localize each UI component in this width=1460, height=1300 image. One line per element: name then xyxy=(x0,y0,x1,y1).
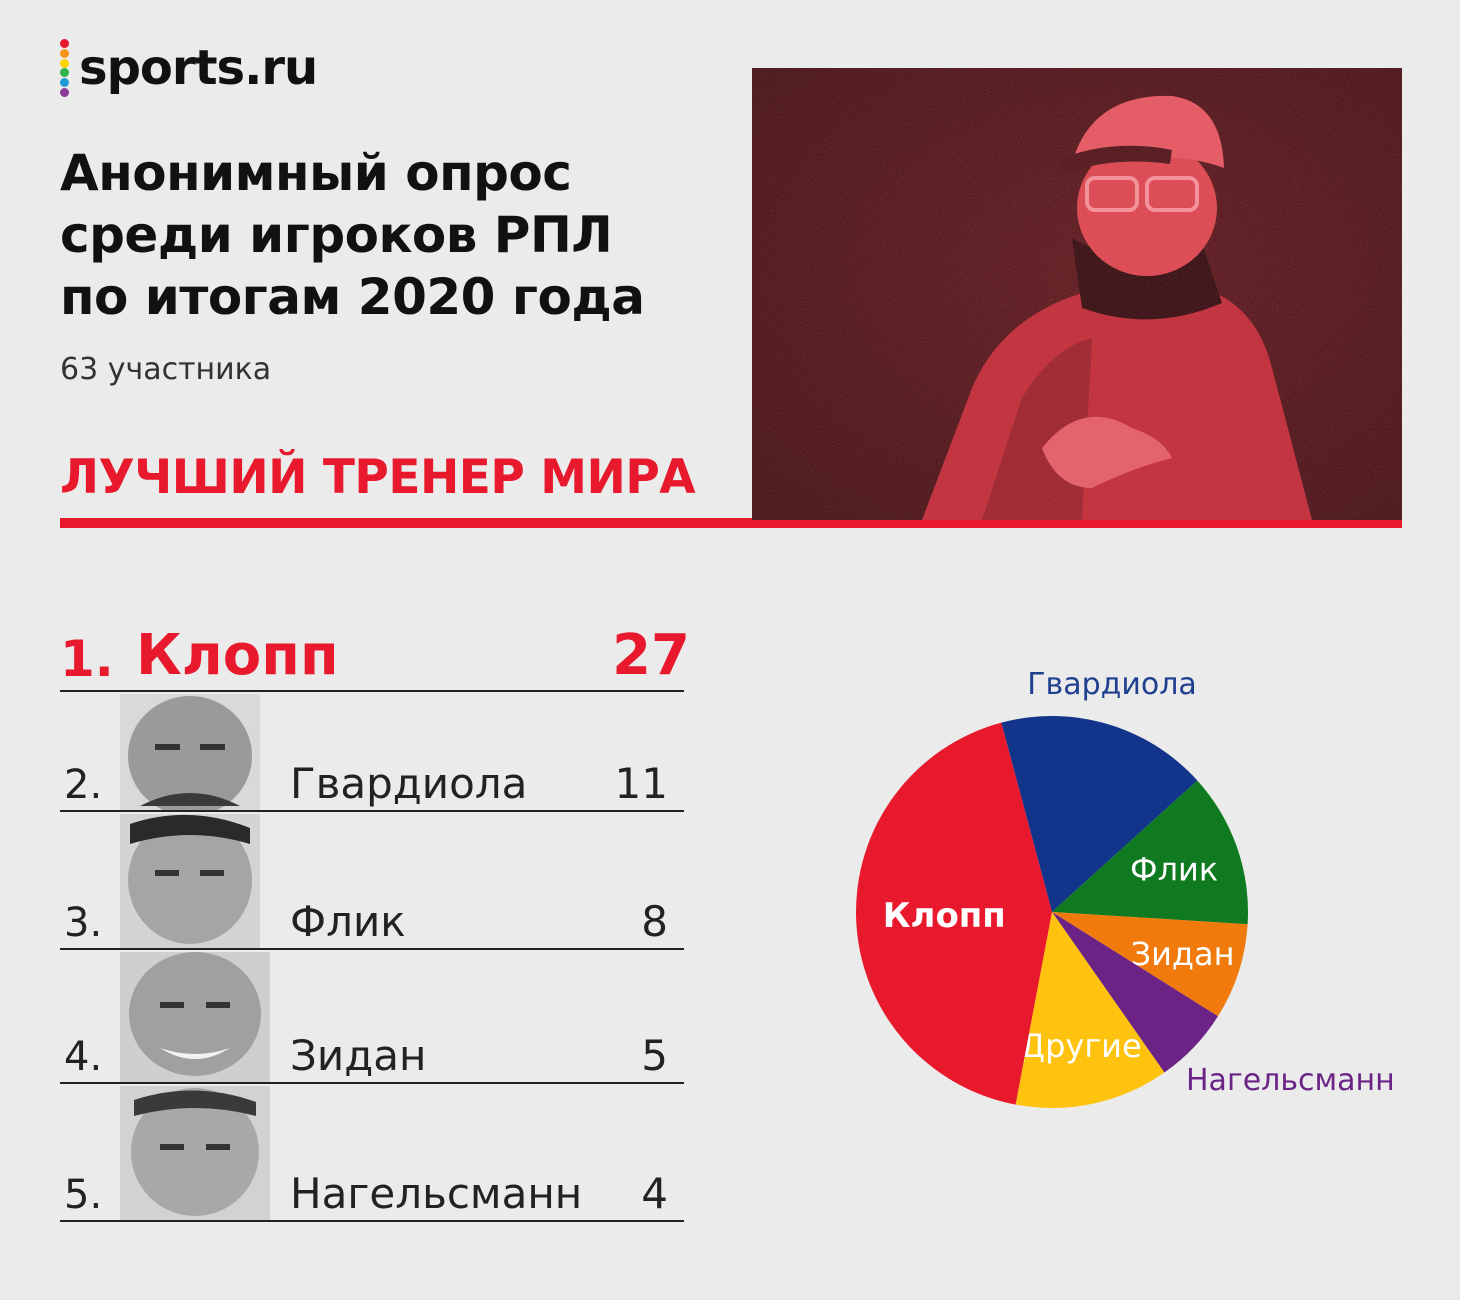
vote-count: 4 xyxy=(641,1169,668,1218)
rank-number: 4. xyxy=(64,1034,103,1080)
hero-photo xyxy=(752,68,1402,520)
pie-slice-label: Флик xyxy=(1130,850,1218,888)
coach-photo-image xyxy=(752,68,1402,520)
logo-dot xyxy=(60,39,69,48)
logo-dot xyxy=(60,48,69,58)
page-title: Анонимный опрос среди игроков РПЛ по ито… xyxy=(60,142,740,328)
rank-number: 5. xyxy=(64,1172,103,1218)
pie-slice-label: Нагельсманн xyxy=(1186,1063,1395,1098)
ranking-row-1: 1. Клопп 27 xyxy=(60,620,690,692)
pie-slice-label: Клопп xyxy=(883,896,1006,936)
vote-count: 11 xyxy=(614,759,668,808)
logo-dot xyxy=(60,87,69,97)
coach-name: Клопп xyxy=(136,623,339,688)
logo-dot xyxy=(60,78,69,88)
pie-chart-svg: Гвардиола Флик Зидан Нагельсманн Другие Клопп xyxy=(856,667,1395,1108)
participants-count: 63 участника xyxy=(60,352,272,387)
vote-count: 8 xyxy=(641,897,668,946)
pie-slice-label: Другие xyxy=(1020,1027,1142,1065)
rank-number: 2. xyxy=(64,762,103,808)
logo-dot xyxy=(60,68,69,78)
coach-name: Нагельсманн xyxy=(290,1169,583,1218)
vote-count: 5 xyxy=(641,1031,668,1080)
pie-slice-4 xyxy=(1052,912,1218,1073)
brand-logo[interactable]: sports.ru xyxy=(60,36,318,100)
pie-slice-3 xyxy=(1052,912,1248,1017)
guardiola-portrait-icon xyxy=(120,694,260,810)
ranking-row-5: 5. Нагельсманн 4 xyxy=(60,1084,684,1222)
ranking-row-3: 3. Флик 8 xyxy=(60,812,684,950)
coach-name: Зидан xyxy=(290,1031,427,1080)
vote-count: 27 xyxy=(612,623,690,688)
logo-dot xyxy=(60,58,69,68)
ranking-row-2: 2. Гвардиола 11 xyxy=(60,692,684,812)
rank-number: 1. xyxy=(60,630,114,688)
pie-slice-label: Гвардиола xyxy=(1027,667,1197,702)
coach-name: Гвардиола xyxy=(290,759,528,808)
pie-slice-label: Зидан xyxy=(1131,935,1235,973)
rank-number: 3. xyxy=(64,900,103,946)
ranking-row-4: 4. Зидан 5 xyxy=(60,950,684,1084)
title-line: среди игроков РПЛ xyxy=(60,206,613,264)
coach-name: Флик xyxy=(290,897,406,946)
pie-slice-5 xyxy=(1015,912,1165,1108)
section-divider xyxy=(60,518,1402,528)
nagelsmann-portrait-icon xyxy=(120,1086,270,1220)
logo-dots-icon xyxy=(60,39,69,97)
flick-portrait-icon xyxy=(120,814,260,948)
title-line: Анонимный опрос xyxy=(60,144,572,202)
pie-chart: Гвардиола Флик Зидан Нагельсманн Другие Клопп xyxy=(850,660,1410,1120)
zidane-portrait-icon xyxy=(120,952,270,1082)
section-title: ЛУЧШИЙ ТРЕНЕР МИРА xyxy=(60,450,696,505)
title-line: по итогам 2020 года xyxy=(60,268,645,326)
pie-slice-1 xyxy=(1001,716,1198,912)
logo-wordmark: sports.ru xyxy=(79,40,318,96)
pie-slice-6 xyxy=(856,722,1052,1105)
pie-slice-2 xyxy=(1052,780,1248,925)
